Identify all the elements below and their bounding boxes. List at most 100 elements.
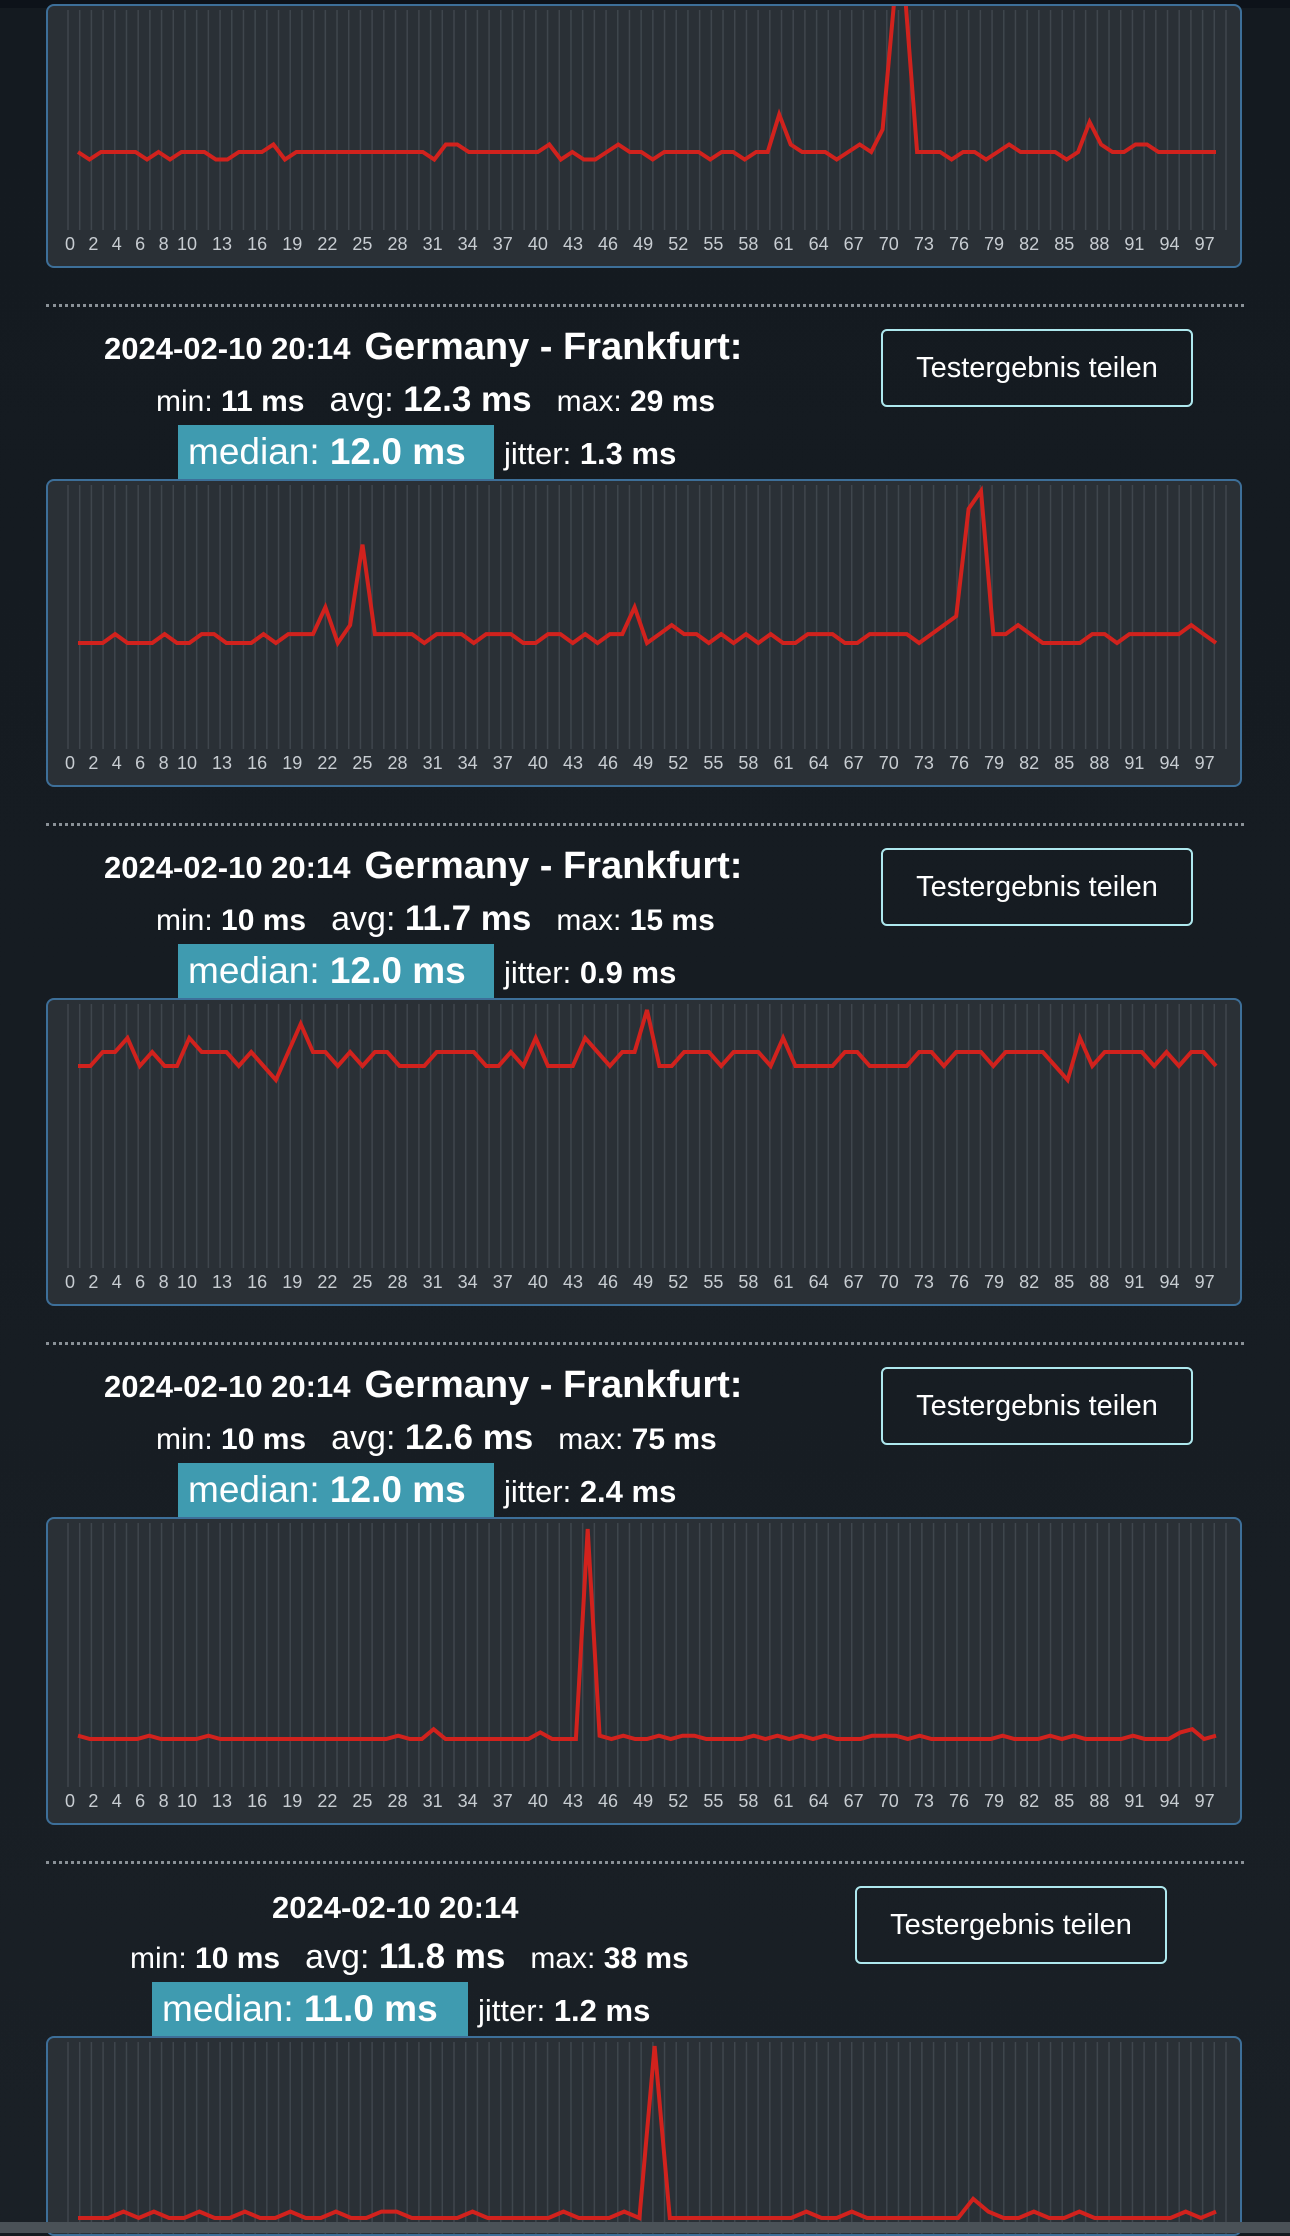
x-tick-label: 52: [668, 1791, 688, 1811]
x-tick-label: 97: [1195, 1272, 1215, 1292]
x-tick-label: 2: [88, 234, 98, 254]
separator: [46, 1861, 1244, 1864]
latency-series-line: [76, 6, 1216, 163]
x-tick-label: 43: [563, 234, 583, 254]
x-tick-label: 40: [528, 1272, 548, 1292]
max-value: 75 ms: [631, 1423, 717, 1456]
x-tick-label: 16: [247, 1791, 267, 1811]
avg-value: 12.6 ms: [404, 1418, 534, 1457]
share-result-button[interactable]: Testergebnis teilen: [855, 1886, 1167, 1964]
median-badge: median: 12.0 ms: [178, 944, 494, 998]
max-label: max:: [558, 1423, 624, 1456]
latency-chart: 0 2 4 6 8 10 13 16 19 22 25 28 31 34 37 40 43 46 49 52 55 58 6…: [46, 479, 1242, 787]
x-tick-label: 58: [738, 234, 758, 254]
x-tick-label: 82: [1019, 234, 1039, 254]
avg-value: 12.3 ms: [403, 380, 532, 419]
x-tick-label: 76: [949, 1272, 969, 1292]
x-tick-label: 85: [1054, 1791, 1074, 1811]
max-label: max:: [556, 904, 622, 937]
x-tick-label: 34: [458, 1272, 478, 1292]
x-tick-label: 22: [317, 234, 337, 254]
result-header: 2024-02-10 20:14 Germany - Frankfurt:: [104, 1364, 742, 1407]
x-tick-label: 46: [598, 234, 618, 254]
x-tick-label: 10: [177, 1272, 197, 1292]
x-tick-label: 8: [159, 1272, 169, 1292]
x-tick-label: 97: [1195, 753, 1215, 773]
x-tick-label: 34: [458, 753, 478, 773]
x-tick-label: 10: [177, 753, 197, 773]
x-tick-label: 31: [423, 1791, 443, 1811]
result-location: Germany - Frankfurt:: [364, 1364, 743, 1406]
x-tick-label: 91: [1124, 1272, 1144, 1292]
avg-value: 11.8 ms: [378, 1937, 506, 1976]
x-tick-label: 40: [528, 234, 548, 254]
max-value: 38 ms: [603, 1942, 689, 1975]
result-header: 2024-02-10 20:14: [272, 1890, 518, 1926]
x-tick-label: 88: [1089, 1272, 1109, 1292]
x-tick-label: 13: [212, 234, 232, 254]
x-tick-label: 97: [1195, 234, 1215, 254]
x-tick-label: 0: [65, 1791, 75, 1811]
x-tick-label: 82: [1019, 1791, 1039, 1811]
min-label: min:: [156, 904, 213, 937]
x-tick-label: 55: [703, 1791, 723, 1811]
x-tick-label: 28: [387, 1272, 407, 1292]
x-tick-label: 61: [773, 1791, 793, 1811]
x-tick-label: 64: [809, 753, 829, 773]
median-value: 12.0 ms: [329, 1469, 466, 1510]
x-tick-label: 2: [88, 1791, 98, 1811]
min-value: 10 ms: [195, 1942, 281, 1975]
x-tick-label: 31: [423, 753, 443, 773]
avg-label: avg:: [329, 381, 394, 419]
x-tick-label: 40: [528, 1791, 548, 1811]
jitter: jitter: 2.4 ms: [504, 1474, 676, 1510]
latency-chart-svg: 0 2 4 6 8 10 13 16 19 22 25 28 31 34 37 40 43 46 49 52 55 58 6…: [65, 1523, 1227, 1811]
avg-label: avg:: [331, 900, 396, 938]
x-tick-label: 49: [633, 753, 653, 773]
share-result-button[interactable]: Testergebnis teilen: [881, 329, 1193, 407]
x-tick-label: 49: [633, 1272, 653, 1292]
x-tick-label: 82: [1019, 753, 1039, 773]
max-value: 15 ms: [629, 904, 715, 937]
x-tick-label: 76: [949, 753, 969, 773]
jitter-value: 2.4 ms: [579, 1474, 677, 1509]
share-result-button[interactable]: Testergebnis teilen: [881, 848, 1193, 926]
jitter-label: jitter:: [504, 955, 572, 990]
jitter-value: 1.3 ms: [579, 436, 677, 471]
median-label: median:: [188, 950, 320, 991]
x-tick-label: 2: [88, 1272, 98, 1292]
x-tick-label: 76: [949, 1791, 969, 1811]
x-tick-label: 31: [423, 1272, 443, 1292]
min-label: min:: [156, 1423, 213, 1456]
x-tick-label: 8: [159, 753, 169, 773]
jitter-label: jitter:: [478, 1993, 546, 2028]
x-tick-label: 91: [1124, 1791, 1144, 1811]
median-value: 12.0 ms: [329, 950, 466, 991]
latency-chart: 0 2 4 6 8 10 13 16 19 22 25 28 31 34 37 40 43 46 49 52 55 58 6…: [46, 1517, 1242, 1825]
x-tick-label: 16: [247, 234, 267, 254]
x-tick-label: 61: [773, 234, 793, 254]
x-tick-label: 52: [668, 753, 688, 773]
x-tick-label: 0: [65, 753, 75, 773]
median-label: median:: [162, 1988, 294, 2029]
x-tick-label: 49: [633, 234, 653, 254]
x-tick-label: 94: [1159, 753, 1179, 773]
x-tick-label: 10: [177, 1791, 197, 1811]
x-tick-label: 52: [668, 234, 688, 254]
x-tick-label: 58: [738, 1791, 758, 1811]
x-tick-label: 49: [633, 1791, 653, 1811]
x-tick-label: 67: [844, 1272, 864, 1292]
x-tick-label: 19: [282, 1272, 302, 1292]
x-tick-label: 91: [1124, 234, 1144, 254]
x-tick-label: 76: [949, 234, 969, 254]
avg-label: avg:: [331, 1419, 396, 1457]
share-result-button[interactable]: Testergebnis teilen: [881, 1367, 1193, 1445]
bottom-bar: [0, 2222, 1290, 2233]
x-tick-label: 73: [914, 753, 934, 773]
result-datetime: 2024-02-10 20:14: [104, 850, 351, 885]
median-value: 11.0 ms: [303, 1988, 438, 2029]
x-tick-label: 4: [112, 1791, 122, 1811]
x-tick-label: 55: [703, 753, 723, 773]
latency-chart: 0 2 4 6 8 10 13 16 19 22 25 28 31 34 37 40 43 46 49 52 55 58 6…: [46, 998, 1242, 1306]
x-tick-label: 37: [493, 753, 513, 773]
